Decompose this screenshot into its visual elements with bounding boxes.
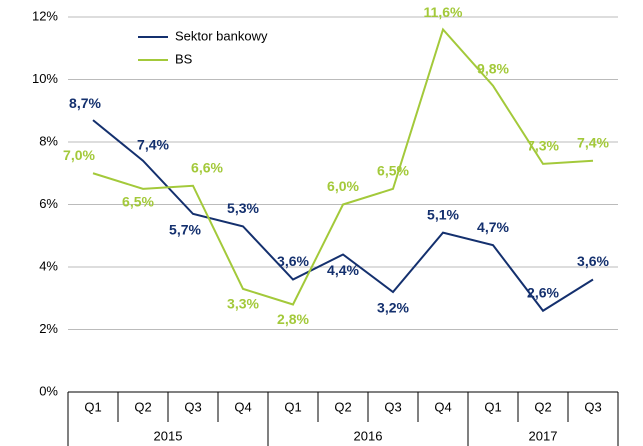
y-tick-label: 12% [32,8,58,23]
value-label: 7,4% [577,134,609,150]
value-label: 6,6% [191,159,223,175]
y-tick-label: 0% [39,383,58,398]
group-label: 2016 [354,428,383,443]
legend-label: BS [175,51,193,66]
group-label: 2017 [529,428,558,443]
value-label: 5,7% [169,222,201,238]
x-tick-label: Q4 [234,399,251,414]
value-label: 7,4% [137,136,169,152]
x-tick-label: Q2 [334,399,351,414]
value-label: 8,7% [69,95,101,111]
y-tick-label: 2% [39,321,58,336]
x-tick-label: Q2 [534,399,551,414]
value-label: 6,5% [122,194,154,210]
series-line [92,119,594,313]
value-label: 2,8% [277,311,309,327]
series-line [92,27,594,306]
x-tick-label: Q3 [184,399,201,414]
value-label: 11,6% [424,4,463,20]
y-tick-label: 8% [39,133,58,148]
x-tick-label: Q1 [84,399,101,414]
value-label: 2,6% [527,284,559,300]
value-label: 5,3% [227,200,259,216]
x-tick-label: Q1 [484,399,501,414]
group-label: 2015 [154,428,183,443]
y-tick-label: 4% [39,258,58,273]
y-tick-label: 10% [32,71,58,86]
value-label: 4,7% [477,219,509,235]
value-label: 7,0% [63,147,95,163]
value-label: 6,5% [377,163,409,179]
value-label: 6,0% [327,178,359,194]
value-label: 5,1% [427,206,459,222]
value-label: 7,3% [527,138,559,154]
x-tick-label: Q3 [584,399,601,414]
value-label: 3,6% [277,253,309,269]
value-label: 4,4% [327,262,359,278]
value-label: 3,3% [227,296,259,312]
value-label: 3,6% [577,253,609,269]
legend-label: Sektor bankowy [175,28,268,43]
value-label: 9,8% [477,60,509,76]
value-label: 3,2% [377,300,409,316]
x-tick-label: Q4 [434,399,451,414]
y-tick-label: 6% [39,196,58,211]
x-tick-label: Q2 [134,399,151,414]
x-tick-label: Q1 [284,399,301,414]
x-tick-label: Q3 [384,399,401,414]
